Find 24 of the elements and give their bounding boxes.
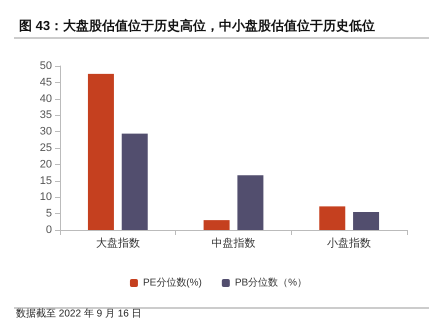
y-tick-label: 40 [40,92,52,105]
y-tick-label: 45 [40,76,52,88]
y-tick-label: 50 [40,60,52,72]
bar [319,206,346,230]
y-tick-label: 30 [40,126,52,138]
x-tick-label: 中盘指数 [212,236,256,250]
y-tick-label: 35 [40,109,52,122]
bar [237,175,264,230]
text: 数据截至 2022 年 9 月 16 日 [16,308,142,320]
bar [122,134,148,230]
legend-label: PB分位数（%） [234,276,308,288]
y-tick-label: 5 [46,208,52,220]
y-tick-label: 10 [40,191,52,204]
x-tick-label: 大盘指数 [96,236,140,250]
y-tick-label: 25 [40,142,52,154]
bar [353,212,380,230]
y-tick-label: 15 [40,174,52,187]
y-tick-label: 20 [40,158,52,170]
x-tick-label: 小盘指数 [327,236,372,250]
legend-label: PE分位数(%) [142,276,202,288]
bar [204,220,230,230]
y-tick-label: 0 [46,224,52,236]
bar [88,74,114,230]
chart-title: 图 43：大盘股估值位于历史高位，中小盘股估值位于历史低位 [19,18,376,33]
